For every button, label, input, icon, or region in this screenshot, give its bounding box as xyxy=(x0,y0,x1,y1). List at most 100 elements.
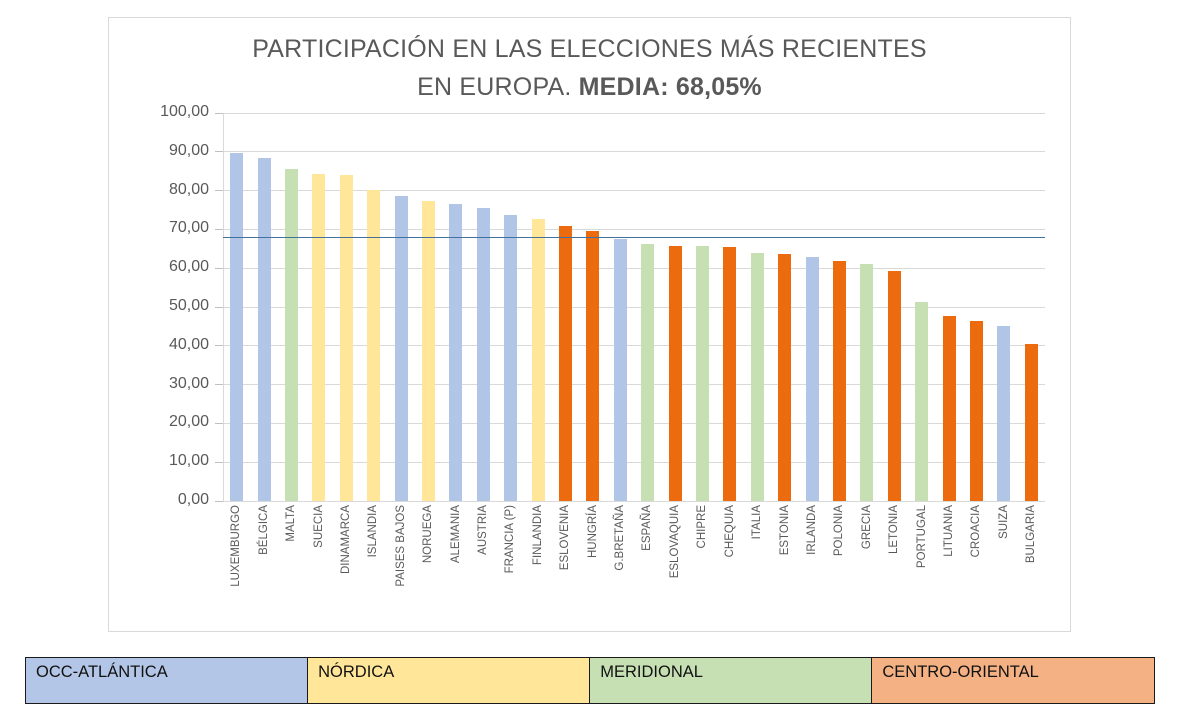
x-slot: LETONIA xyxy=(881,505,908,617)
x-slot: CHIPRE xyxy=(689,505,716,617)
x-label-lituania: LITUANIA xyxy=(942,505,955,557)
x-label-paises-bajos: PAISES BAJOS xyxy=(394,505,407,587)
gridline-80,00 xyxy=(223,190,1045,192)
x-slot: CHEQUIA xyxy=(716,505,743,617)
bar-eslovenia xyxy=(559,225,572,501)
x-label-croacia: CROACIA xyxy=(970,505,983,558)
chart-title-line1: PARTICIPACIÓN EN LAS ELECCIONES MÁS RECI… xyxy=(252,35,927,63)
y-axis: 100,00 90,00 80,00 70,00 60,00 50,00 40,00 30,0… xyxy=(109,18,209,633)
x-slot: ISLANDIA xyxy=(360,505,387,617)
x-slot: HUNGRÍA xyxy=(579,505,606,617)
gridline-0,00 xyxy=(223,500,1045,502)
x-label-islandia: ISLANDIA xyxy=(367,505,380,558)
bar-chequia xyxy=(723,247,737,501)
region-legend: OCC-ATLÁNTICA NÓRDICA MERIDIONAL CENTRO-ORI… xyxy=(25,657,1155,704)
bar-alemania xyxy=(449,203,463,501)
x-slot: POLONIA xyxy=(826,505,853,617)
x-slot: LUXEMBURGO xyxy=(223,505,250,617)
bar-chipre xyxy=(696,246,709,501)
bar-luxemburgo xyxy=(230,153,244,501)
x-label-letonia: LETONIA xyxy=(888,505,901,554)
y-tick-label: 20,00 xyxy=(168,413,209,431)
x-label-alemania: ALEMANIA xyxy=(449,505,462,564)
x-label-dinamarca: DINAMARCA xyxy=(340,505,352,575)
x-slot: SUECIA xyxy=(305,505,332,617)
x-label-eslovenia: ESLOVENIA xyxy=(559,505,572,571)
bar-hungr-a xyxy=(586,231,600,501)
x-label-finlandia: FINLANDIA xyxy=(531,505,544,566)
x-label-portugal: PORTUGAL xyxy=(915,505,928,569)
mean-line xyxy=(223,236,1045,239)
x-label-malta: MALTA xyxy=(285,505,298,542)
gridline-30,00 xyxy=(223,384,1045,386)
y-tick-mark xyxy=(215,422,223,424)
x-slot: FRANCIA (P) xyxy=(497,505,524,617)
chart-title: PARTICIPACIÓN EN LAS ELECCIONES MÁS RECI… xyxy=(109,30,1070,106)
gridline-70,00 xyxy=(223,228,1045,230)
x-slot: CROACIA xyxy=(963,505,990,617)
bar-malta xyxy=(285,168,298,501)
bar-dinamarca xyxy=(339,174,353,501)
y-tick-mark xyxy=(215,306,223,308)
y-tick-label: 70,00 xyxy=(168,219,209,237)
x-label-estonia: ESTONIA xyxy=(778,505,791,556)
x-slot: FINLANDIA xyxy=(524,505,551,617)
legend-item-n-rdica: NÓRDICA xyxy=(307,657,591,704)
x-label-espa-a: ESPAÑA xyxy=(641,505,654,551)
y-tick-mark xyxy=(215,190,223,192)
bar-letonia xyxy=(887,270,901,501)
y-tick-label: 10,00 xyxy=(168,452,209,470)
x-label-luxemburgo: LUXEMBURGO xyxy=(230,505,243,587)
bar-suecia xyxy=(312,174,326,501)
x-slot: ALEMANIA xyxy=(442,505,469,617)
bar-g-breta-a xyxy=(613,238,627,501)
x-label-grecia: GRECIA xyxy=(860,505,873,550)
x-label-g-breta-a: G.BRETAÑA xyxy=(614,505,627,571)
chart-title-line2: EN EUROPA. MEDIA: 68,05% xyxy=(109,68,1070,106)
x-slot: DINAMARCA xyxy=(333,505,360,617)
bar-irlanda xyxy=(805,256,819,501)
x-slot: LITUANIA xyxy=(936,505,963,617)
x-label-hungr-a: HUNGRÍA xyxy=(586,505,599,559)
x-slot: SUIZA xyxy=(990,505,1017,617)
x-label-chequia: CHEQUIA xyxy=(723,505,736,558)
x-label-noruega: NORUEGA xyxy=(422,505,435,564)
legend-item-centro-oriental: CENTRO-ORIENTAL xyxy=(871,657,1155,704)
y-tick-mark xyxy=(215,112,223,114)
x-label-suecia: SUECIA xyxy=(312,505,325,548)
x-slot: ESTONIA xyxy=(771,505,798,617)
x-slot: ESLOVENIA xyxy=(552,505,579,617)
x-slot: PORTUGAL xyxy=(908,505,935,617)
bar-noruega xyxy=(422,201,435,501)
x-slot: AUSTRIA xyxy=(470,505,497,617)
bar-grecia xyxy=(860,264,874,501)
gridline-60,00 xyxy=(223,267,1045,269)
x-label-austria: AUSTRIA xyxy=(477,505,490,555)
bar-austria xyxy=(476,207,490,501)
bar-suiza xyxy=(997,326,1011,501)
x-label-irlanda: IRLANDA xyxy=(805,505,818,555)
y-tick-label: 0,00 xyxy=(177,491,209,508)
x-slot: BÉLGICA xyxy=(250,505,277,617)
x-label-italia: ITALIA xyxy=(751,505,764,540)
bar-croacia xyxy=(970,320,983,501)
x-slot: NORUEGA xyxy=(415,505,442,617)
gridline-20,00 xyxy=(223,422,1045,424)
gridline-10,00 xyxy=(223,461,1045,463)
legend-item-meridional: MERIDIONAL xyxy=(589,657,873,704)
x-slot: ESPAÑA xyxy=(634,505,661,617)
y-tick-label: 60,00 xyxy=(168,258,209,276)
bar-estonia xyxy=(778,253,792,501)
y-tick-label: 80,00 xyxy=(168,180,209,198)
x-label-chipre: CHIPRE xyxy=(696,505,709,549)
x-label-bulgaria: BULGARIA xyxy=(1025,505,1038,564)
x-label-francia-p-: FRANCIA (P) xyxy=(504,505,517,574)
x-label-polonia: POLONIA xyxy=(833,505,846,557)
gridline-50,00 xyxy=(223,306,1045,308)
bar-italia xyxy=(750,253,764,501)
bar-b-lgica xyxy=(257,158,271,501)
bar-espa-a xyxy=(641,244,655,501)
y-tick-mark xyxy=(215,228,223,230)
x-label-eslovaquia: ESLOVAQUIA xyxy=(668,505,681,579)
